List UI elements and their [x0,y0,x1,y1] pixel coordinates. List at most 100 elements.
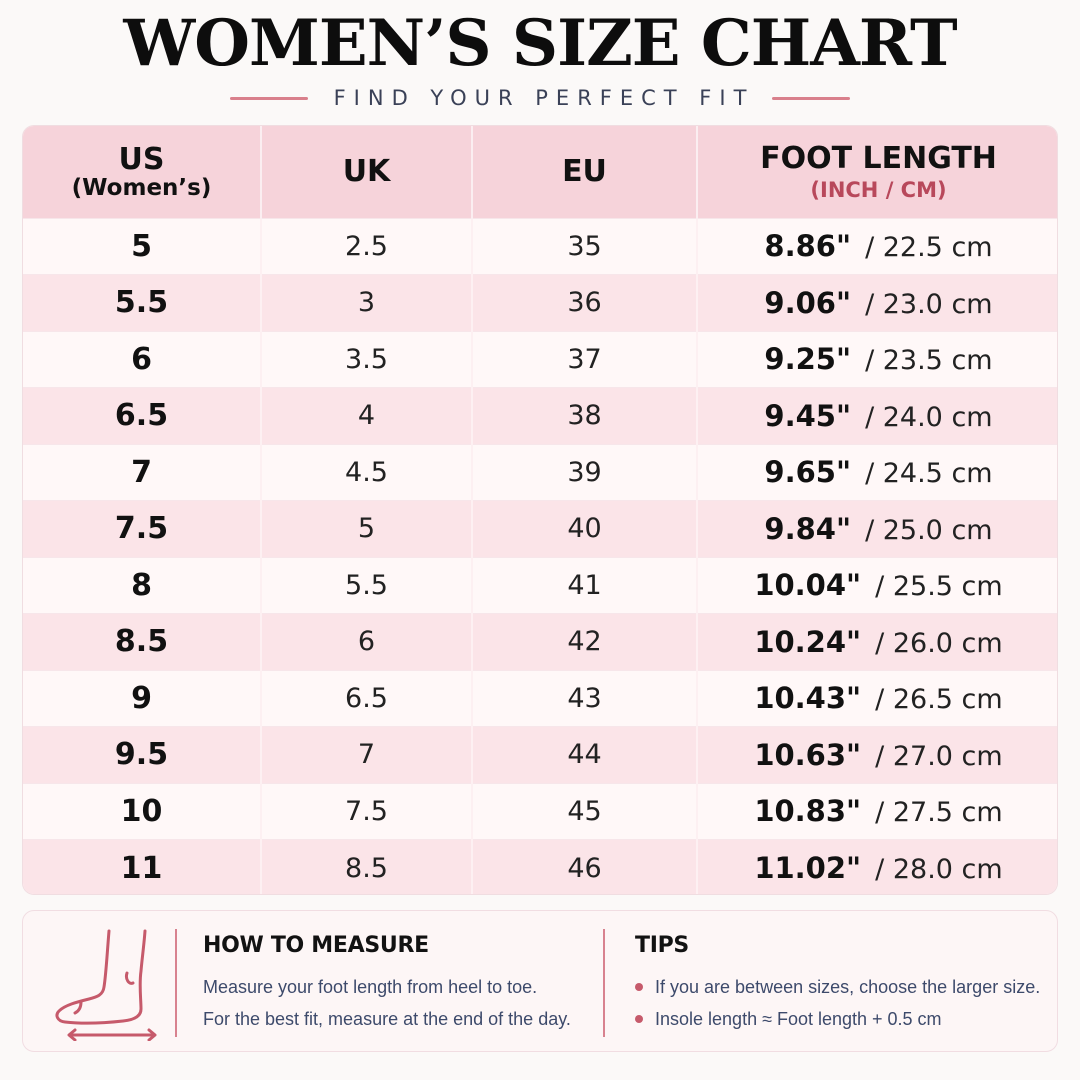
cell-us-size: 5.5 [23,274,262,331]
foot-length-inch: 9.84" [764,511,852,546]
cell-uk-size: 7 [261,726,473,783]
how-to-measure-text: Measure your foot length from heel to to… [203,971,593,1035]
foot-length-cm: / 22.5 cm [865,232,993,264]
cell-us-size: 7 [23,443,262,501]
cell-eu-size: 45 [472,782,698,840]
page-title: WOMEN’S SIZE CHART [123,6,957,81]
column-header-uk: UK [261,126,473,218]
foot-length-inch: 10.83" [754,794,862,829]
cell-us-size: 6 [23,330,262,388]
tips-heading: TIPS [635,933,689,958]
column-header-foot-length: FOOT LENGTH (INCH / CM) [697,126,1057,218]
cell-us-size: 9.5 [23,726,262,783]
subtitle-divider-right [772,96,851,100]
cell-foot-length: 9.45" / 24.0 cm [697,387,1057,444]
foot-length-cm: / 26.0 cm [875,627,1003,659]
tips-list: If you are between sizes, choose the lar… [635,971,1055,1035]
cell-us-size: 8 [23,556,262,614]
cell-foot-length: 11.02" / 28.0 cm [697,839,1057,894]
table-row: 7.5 5 40 9.84" / 25.0 cm [23,500,1057,557]
table-header-row: US (Women’s) UK EU FOOT LENGTH (INCH / C… [23,126,1057,218]
foot-length-cm: / 27.0 cm [875,740,1003,772]
cell-eu-size: 38 [472,387,698,444]
table-row: 8.5 6 42 10.24" / 26.0 cm [23,613,1057,670]
info-panel: HOW TO MEASURE Measure your foot length … [22,910,1058,1052]
cell-eu-size: 40 [472,500,698,557]
column-header-eu-label: EU [562,154,607,190]
cell-foot-length: 8.86" / 22.5 cm [697,217,1057,275]
foot-length-cm: / 28.0 cm [875,854,1003,885]
cell-eu-size: 41 [472,556,698,614]
table-row: 9.5 7 44 10.63" / 27.0 cm [23,726,1057,783]
info-divider [175,929,177,1037]
table-row: 8 5.5 41 10.04" / 25.5 cm [23,556,1057,614]
cell-foot-length: 9.25" / 23.5 cm [697,330,1057,388]
foot-length-inch: 8.86" [764,229,852,264]
cell-us-size: 11 [23,839,262,894]
cell-uk-size: 4.5 [261,443,473,501]
foot-length-cm: / 24.5 cm [865,458,993,490]
cell-us-size: 9 [23,669,262,727]
cell-foot-length: 10.83" / 27.5 cm [697,782,1057,840]
foot-length-cm: / 24.0 cm [865,401,993,433]
cell-uk-size: 6 [261,613,473,670]
cell-uk-size: 5.5 [261,556,473,614]
cell-us-size: 6.5 [23,387,262,444]
foot-length-inch: 10.04" [754,568,862,603]
foot-length-inch: 9.65" [764,455,852,490]
foot-length-inch: 10.63" [754,737,862,772]
cell-uk-size: 2.5 [261,217,473,275]
foot-length-cm: / 23.5 cm [865,345,993,377]
column-header-us-label: US [118,141,165,177]
how-to-measure-heading: HOW TO MEASURE [203,933,429,958]
cell-eu-size: 39 [472,443,698,501]
cell-eu-size: 35 [472,217,698,275]
cell-foot-length: 10.24" / 26.0 cm [697,613,1057,670]
foot-length-inch: 11.02" [754,851,862,885]
table-row: 5.5 3 36 9.06" / 23.0 cm [23,274,1057,331]
table-row: 6 3.5 37 9.25" / 23.5 cm [23,330,1057,388]
foot-length-inch: 9.25" [764,342,852,377]
tip-item: If you are between sizes, choose the lar… [635,971,1055,1003]
foot-length-inch: 10.43" [754,681,862,716]
cell-foot-length: 10.04" / 25.5 cm [697,556,1057,614]
cell-uk-size: 3.5 [261,330,473,388]
cell-eu-size: 46 [472,839,698,894]
column-header-eu: EU [472,126,698,218]
column-header-length-sublabel: (INCH / CM) [810,177,947,202]
table-row: 10 7.5 45 10.83" / 27.5 cm [23,782,1057,840]
table-row: 5 2.5 35 8.86" / 22.5 cm [23,217,1057,275]
cell-foot-length: 9.06" / 23.0 cm [697,274,1057,331]
subtitle-divider-left [229,96,308,100]
table-row: 7 4.5 39 9.65" / 24.5 cm [23,443,1057,501]
table-row: 6.5 4 38 9.45" / 24.0 cm [23,387,1057,444]
cell-uk-size: 6.5 [261,669,473,727]
cell-foot-length: 9.84" / 25.0 cm [697,500,1057,557]
cell-uk-size: 8.5 [261,839,473,894]
cell-uk-size: 4 [261,387,473,444]
foot-length-cm: / 25.5 cm [875,571,1003,603]
info-divider [603,929,605,1037]
cell-eu-size: 44 [472,726,698,783]
page-subtitle: FIND YOUR PERFECT FIT [333,86,755,110]
foot-length-inch: 9.45" [764,398,852,433]
cell-eu-size: 36 [472,274,698,331]
cell-foot-length: 10.43" / 26.5 cm [697,669,1057,727]
cell-eu-size: 43 [472,669,698,727]
cell-us-size: 5 [23,217,262,275]
table-row: 9 6.5 43 10.43" / 26.5 cm [23,669,1057,727]
column-header-us-sublabel: (Women’s) [71,174,212,201]
foot-length-cm: / 26.5 cm [875,684,1003,716]
column-header-uk-label: UK [342,154,391,190]
column-header-us: US (Women’s) [23,126,262,218]
foot-length-cm: / 25.0 cm [865,514,993,546]
column-header-length-label: FOOT LENGTH [760,140,997,176]
cell-foot-length: 9.65" / 24.5 cm [697,443,1057,501]
cell-uk-size: 7.5 [261,782,473,840]
cell-foot-length: 10.63" / 27.0 cm [697,726,1057,783]
cell-eu-size: 42 [472,613,698,670]
cell-us-size: 10 [23,782,262,840]
foot-length-inch: 10.24" [754,624,862,659]
cell-uk-size: 5 [261,500,473,557]
subtitle-row: FIND YOUR PERFECT FIT [0,84,1080,112]
